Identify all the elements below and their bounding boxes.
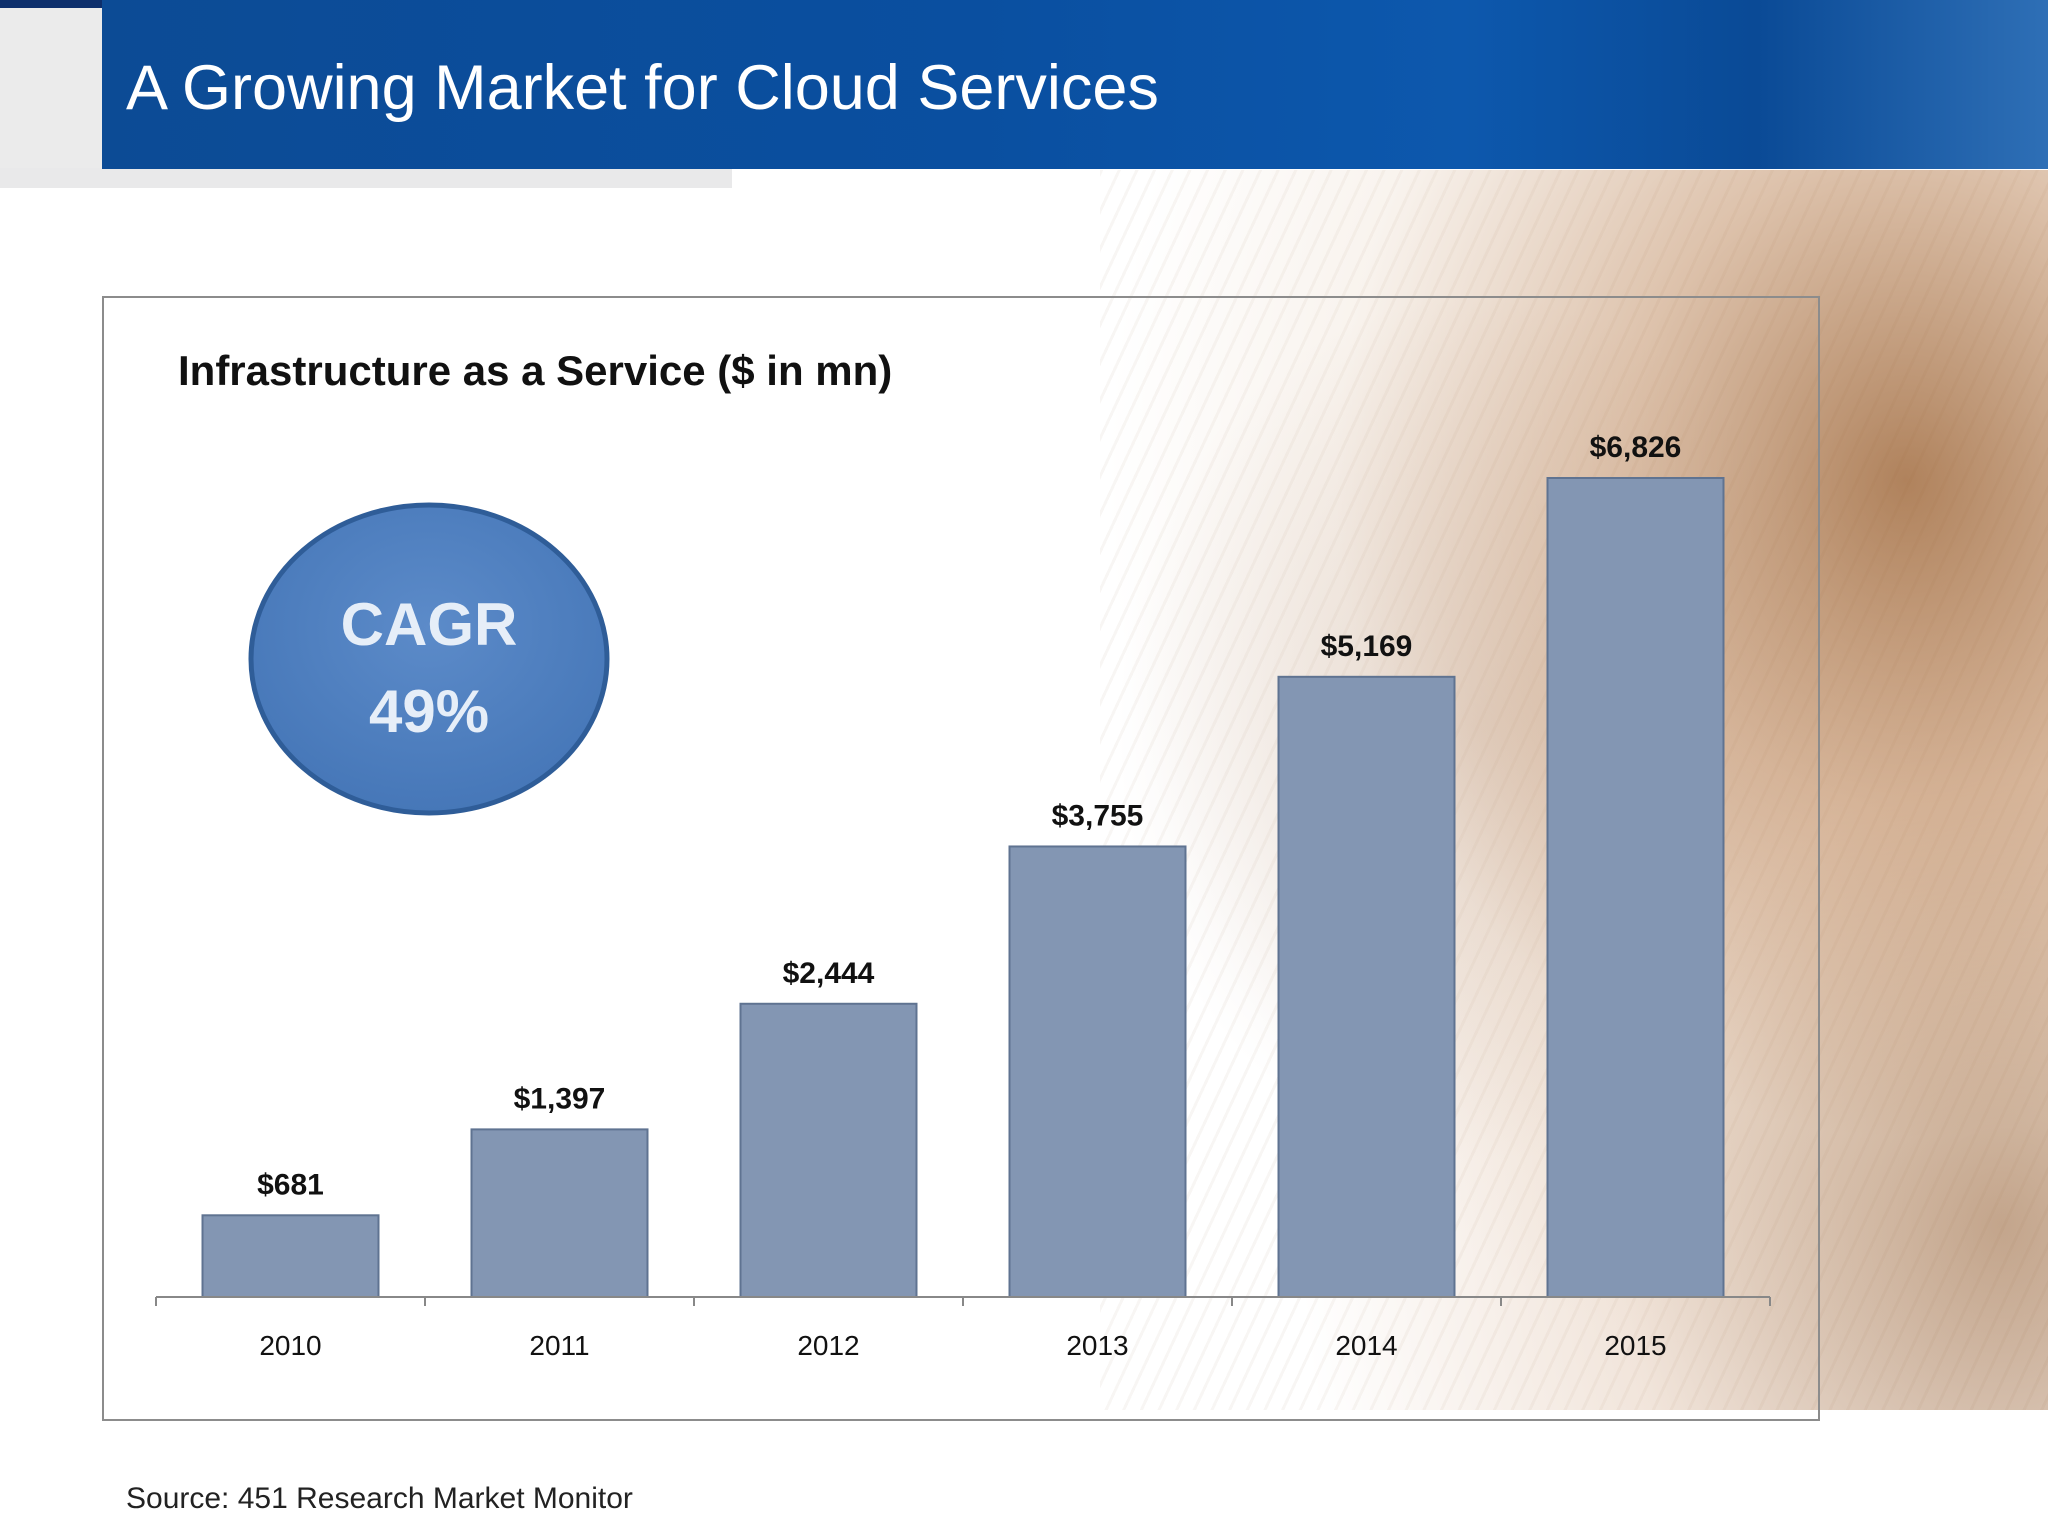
source-note: Source: 451 Research Market Monitor [126, 1482, 633, 1515]
cagr-value: 49% [369, 678, 489, 745]
chart-title: Infrastructure as a Service ($ in mn) [178, 347, 892, 394]
x-tick-label-2012: 2012 [797, 1330, 859, 1361]
cagr-label: CAGR [341, 591, 518, 658]
bar-2012 [739, 1002, 918, 1298]
data-label-2015: $6,826 [1590, 431, 1682, 464]
bars-layer: $681 $1,397 $2,444 $3,755 $5,169 $6,826 [201, 431, 1725, 1299]
bar-2010 [201, 1214, 380, 1299]
bar-2014 [1277, 675, 1456, 1298]
cagr-callout: CAGR 49% [248, 502, 610, 816]
data-label-2013: $3,755 [1052, 799, 1144, 832]
chart-frame [102, 296, 1820, 1421]
bar-2011 [470, 1128, 649, 1298]
x-tick-label-2013: 2013 [1066, 1330, 1128, 1361]
x-tick-label-2011: 2011 [529, 1330, 589, 1361]
bar-2013 [1008, 845, 1187, 1298]
x-tick-label-2014: 2014 [1335, 1330, 1397, 1361]
x-tick-label-2010: 2010 [259, 1330, 321, 1361]
cagr-ellipse [248, 502, 610, 816]
header-shadow [0, 168, 732, 188]
x-tick-label-2015: 2015 [1604, 1330, 1666, 1361]
header-accent-block [0, 0, 102, 185]
title-bar [102, 0, 2048, 169]
bar-2015 [1546, 477, 1725, 1298]
data-label-2014: $5,169 [1321, 630, 1413, 663]
slide-title: A Growing Market for Cloud Services [126, 53, 1159, 123]
data-label-2011: $1,397 [514, 1082, 606, 1115]
data-label-2010: $681 [257, 1168, 324, 1201]
x-axis: 2010 2011 2012 2013 2014 2015 [155, 1296, 1771, 1361]
data-label-2012: $2,444 [783, 957, 875, 990]
